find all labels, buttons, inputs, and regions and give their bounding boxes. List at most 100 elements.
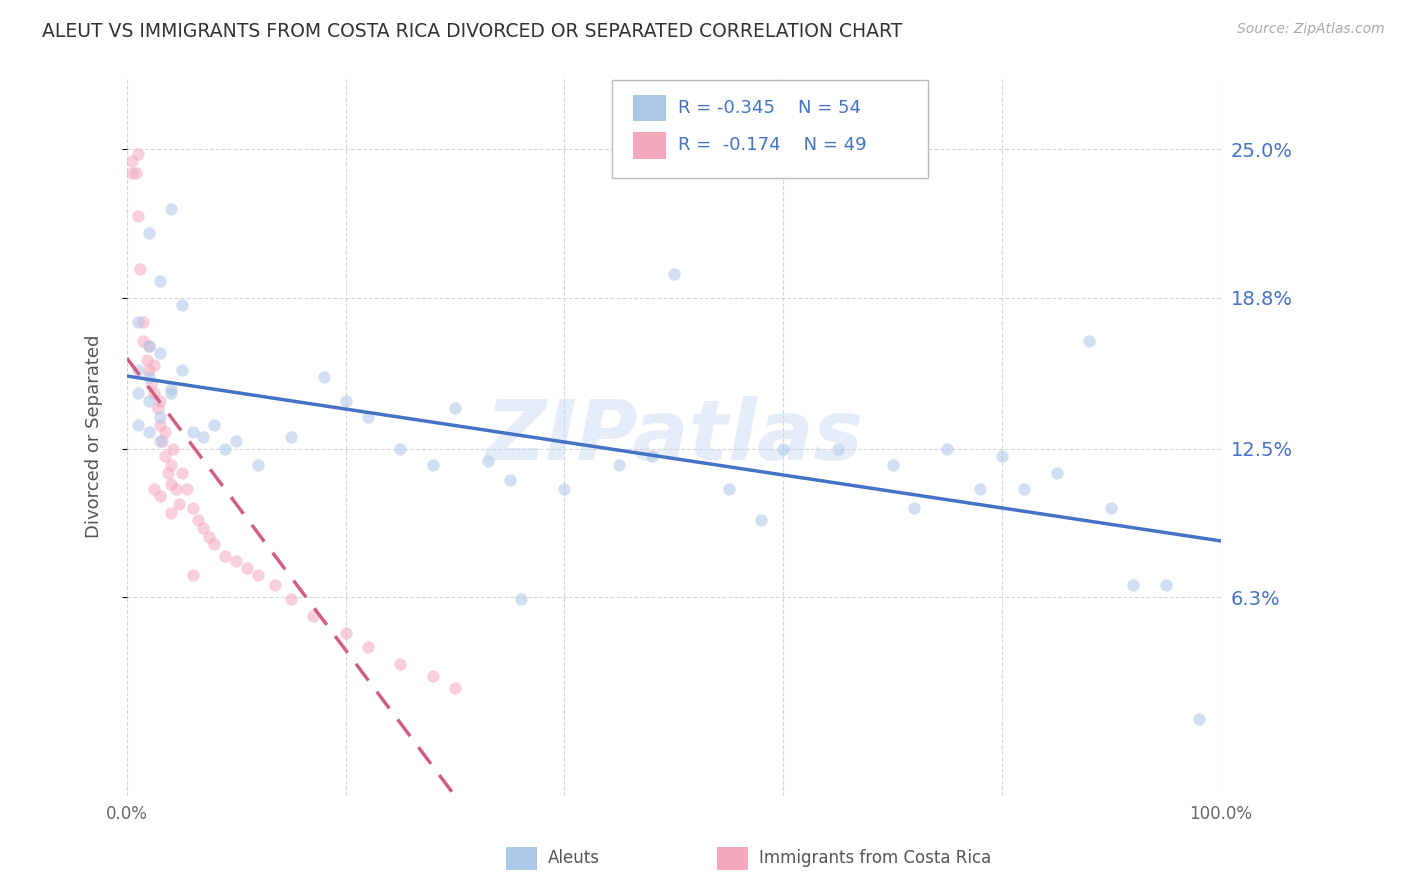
Text: Immigrants from Costa Rica: Immigrants from Costa Rica <box>759 849 991 867</box>
Point <box>170 362 193 376</box>
Text: Aleuts: Aleuts <box>548 849 600 867</box>
Point <box>138 362 160 376</box>
Point <box>335 626 357 640</box>
Point <box>198 530 221 544</box>
Point <box>121 154 143 169</box>
Point <box>143 386 166 401</box>
Point <box>170 466 193 480</box>
Point <box>225 434 247 449</box>
Point <box>749 513 772 527</box>
Point <box>772 442 794 456</box>
Point <box>356 640 378 655</box>
Point <box>176 483 198 497</box>
Point <box>312 369 335 384</box>
Point <box>193 429 215 443</box>
Point <box>132 334 155 348</box>
Point <box>127 315 149 329</box>
Point <box>181 568 204 582</box>
Point <box>149 346 172 360</box>
Point <box>214 442 236 456</box>
Point <box>882 458 904 473</box>
Point <box>127 386 149 401</box>
Point <box>138 369 160 384</box>
Point <box>165 483 187 497</box>
Point <box>903 501 925 516</box>
Point <box>135 353 157 368</box>
Point <box>936 442 959 456</box>
Point <box>1188 712 1211 726</box>
Point <box>302 609 325 624</box>
Y-axis label: Divorced or Separated: Divorced or Separated <box>86 334 103 538</box>
Point <box>1122 578 1144 592</box>
Point <box>553 483 575 497</box>
Point <box>389 442 412 456</box>
Point <box>991 449 1014 463</box>
Point <box>247 458 270 473</box>
Point <box>335 393 357 408</box>
Point <box>149 410 172 425</box>
Point <box>124 166 146 180</box>
Point <box>193 520 215 534</box>
Point <box>280 592 302 607</box>
Point <box>422 458 444 473</box>
Point <box>127 147 149 161</box>
Point <box>225 554 247 568</box>
Point <box>138 393 160 408</box>
Point <box>607 458 630 473</box>
Point <box>187 513 209 527</box>
Point <box>444 681 467 695</box>
Point <box>477 453 499 467</box>
Point <box>422 669 444 683</box>
Point <box>127 362 149 376</box>
Point <box>827 442 849 456</box>
Point <box>247 568 270 582</box>
Point <box>181 425 204 439</box>
Point <box>236 561 259 575</box>
Point <box>356 410 378 425</box>
Point <box>1012 483 1035 497</box>
Point <box>153 449 176 463</box>
Point <box>204 537 226 551</box>
Point <box>138 338 160 352</box>
Point <box>263 578 285 592</box>
Point <box>169 497 191 511</box>
Text: ALEUT VS IMMIGRANTS FROM COSTA RICA DIVORCED OR SEPARATED CORRELATION CHART: ALEUT VS IMMIGRANTS FROM COSTA RICA DIVO… <box>42 22 903 41</box>
Point <box>146 401 169 415</box>
Point <box>1099 501 1122 516</box>
Point <box>159 458 181 473</box>
Point <box>1046 466 1069 480</box>
Point <box>969 483 991 497</box>
Point <box>159 477 181 491</box>
Point <box>214 549 236 564</box>
Point <box>150 434 173 449</box>
Point <box>149 274 172 288</box>
Point <box>181 501 204 516</box>
Point <box>149 393 172 408</box>
Point <box>121 166 143 180</box>
Point <box>138 338 160 352</box>
Point <box>159 202 181 216</box>
Point <box>204 417 226 432</box>
Point <box>153 425 176 439</box>
Point <box>499 473 522 487</box>
Point <box>138 226 160 240</box>
Point <box>662 267 685 281</box>
Point <box>138 425 160 439</box>
Point <box>509 592 531 607</box>
Point <box>159 506 181 520</box>
Point <box>159 386 181 401</box>
Point <box>1078 334 1101 348</box>
Point <box>717 483 740 497</box>
Point <box>280 429 302 443</box>
Point <box>127 417 149 432</box>
Point <box>170 298 193 312</box>
Point <box>139 376 162 391</box>
Text: R =  -0.174    N = 49: R = -0.174 N = 49 <box>678 136 866 154</box>
Point <box>129 262 152 277</box>
Text: ZIPatlas: ZIPatlas <box>485 396 863 477</box>
Point <box>127 210 149 224</box>
Point <box>149 417 172 432</box>
Point <box>444 401 467 415</box>
Point <box>162 442 184 456</box>
Point <box>1154 578 1177 592</box>
